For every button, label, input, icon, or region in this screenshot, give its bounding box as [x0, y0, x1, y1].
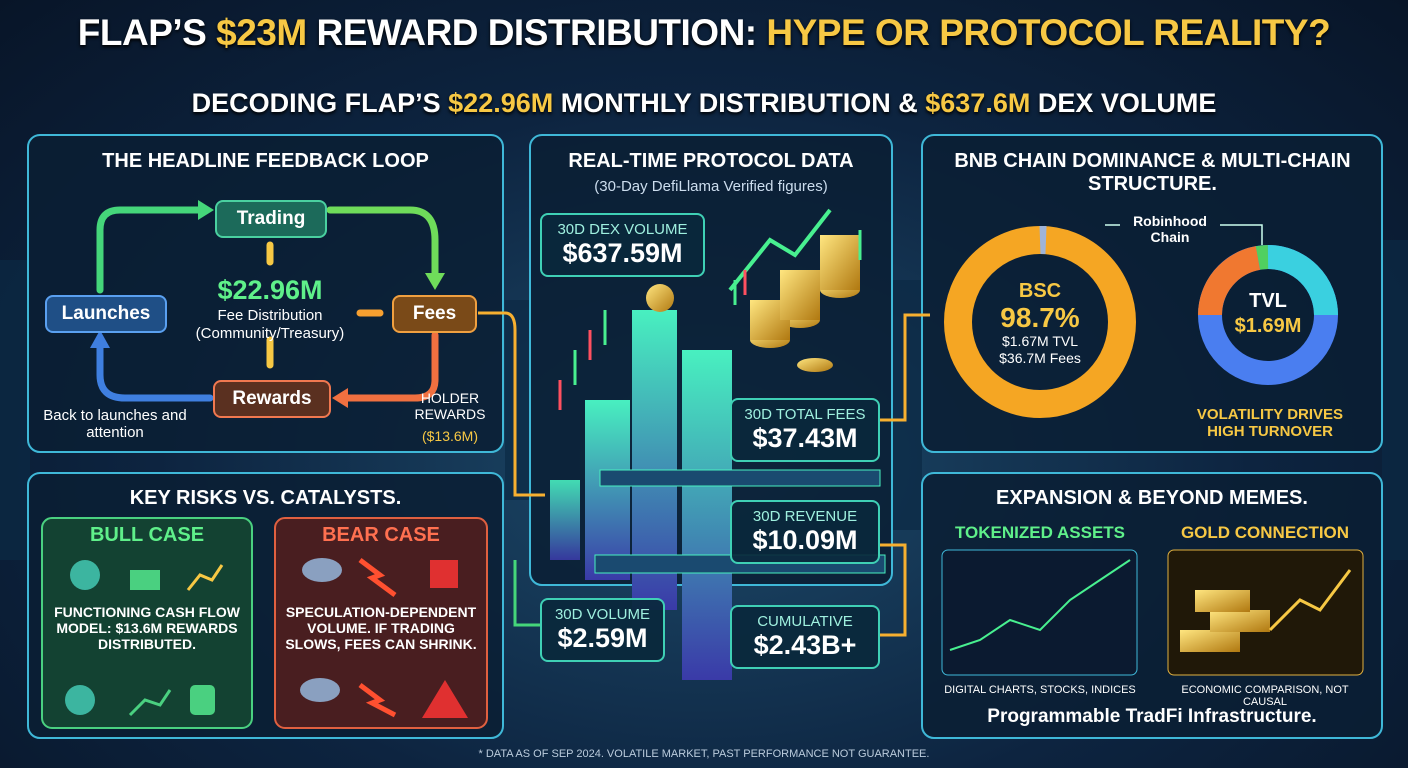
subtitle-part: DEX VOLUME	[1030, 88, 1217, 118]
bear-title: BEAR CASE	[322, 524, 440, 546]
metric-label: 30D REVENUE	[752, 508, 858, 525]
back-note: Back to launches and attention	[43, 407, 187, 441]
metric-box: CUMULATIVE $2.43B+	[730, 605, 880, 669]
bsc-share: 98.7%	[1000, 302, 1080, 333]
holder-label: HOLDER REWARDS	[414, 390, 486, 422]
robinhood-label: Robinhood Chain	[1133, 213, 1207, 245]
panel-title: REAL-TIME PROTOCOL DATA	[568, 150, 854, 172]
skyline	[0, 240, 1408, 560]
metric-box: 30D VOLUME $2.59M	[540, 598, 665, 662]
chain-note: VOLATILITY DRIVES HIGH TURNOVER	[1196, 406, 1344, 440]
chart-image	[941, 549, 1138, 676]
title-part: FLAP’S	[77, 12, 217, 53]
expansion-footer: Programmable TradFi Infrastructure.	[987, 706, 1317, 727]
metric-label: 30D TOTAL FEES	[744, 406, 866, 423]
metric-box: 30D REVENUE $10.09M	[730, 500, 880, 564]
loop-node: Rewards	[213, 380, 331, 418]
title: FLAP’S $23M REWARD DISTRIBUTION: HYPE OR…	[0, 12, 1408, 54]
bear-text: SPECULATION-DEPENDENT VOLUME. IF TRADING…	[285, 604, 477, 652]
panel-title: KEY RISKS VS. CATALYSTS.	[129, 487, 402, 509]
metric-value: $2.43B+	[753, 630, 857, 660]
tower	[550, 208, 886, 680]
gold-caption: ECONOMIC COMPARISON, NOT CAUSAL	[1181, 684, 1349, 708]
tvl-label: TVL	[1249, 290, 1287, 312]
metric-label: 30D DEX VOLUME	[557, 221, 688, 238]
bsc-tvl: $1.67M TVL	[1001, 333, 1078, 349]
tvl-value: $1.69M	[1234, 315, 1302, 337]
metric-label: CUMULATIVE	[757, 613, 853, 630]
subtitle-part: $22.96M	[448, 88, 554, 118]
chart-image-line	[949, 559, 1131, 651]
donuts	[944, 224, 1338, 418]
title-part: REWARD DISTRIBUTION:	[306, 12, 767, 53]
bull-title: BULL CASE	[89, 524, 205, 546]
panel-subtitle: (30-Day DefiLlama Verified figures)	[594, 178, 828, 195]
subtitle-part: DECODING FLAP’S	[191, 88, 449, 118]
title-part: HYPE OR PROTOCOL REALITY?	[766, 12, 1331, 53]
metric-box: 30D DEX VOLUME $637.59M	[540, 213, 705, 277]
metric-label: 30D VOLUME	[554, 606, 651, 623]
tokenized-caption: DIGITAL CHARTS, STOCKS, INDICES	[944, 684, 1136, 696]
bsc-fees: $36.7M Fees	[999, 350, 1081, 366]
metric-box: 30D TOTAL FEES $37.43M	[730, 398, 880, 462]
loop-node: Launches	[45, 295, 167, 333]
metric-value: $10.09M	[752, 525, 858, 555]
panel-title: EXPANSION & BEYOND MEMES.	[996, 487, 1308, 509]
bsc-label: BSC	[1018, 280, 1062, 302]
gold-bars	[1180, 590, 1270, 652]
holder-value: ($13.6M)	[421, 428, 479, 444]
subtitle: DECODING FLAP’S $22.96M MONTHLY DISTRIBU…	[0, 88, 1408, 119]
title-part: $23M	[216, 12, 307, 53]
center-label: Fee Distribution	[217, 307, 323, 324]
case-icons	[65, 558, 468, 718]
loop-arrows	[96, 206, 439, 402]
metric-value: $2.59M	[557, 623, 648, 653]
center-sub: (Community/Treasury)	[195, 325, 345, 342]
metric-value: $37.43M	[752, 423, 858, 453]
center-value: $22.96M	[217, 275, 323, 305]
panel-title: BNB CHAIN DOMINANCE & MULTI-CHAIN STRUCT…	[954, 150, 1351, 195]
panel-title: THE HEADLINE FEEDBACK LOOP	[102, 150, 429, 172]
gold-trend	[1268, 569, 1352, 632]
subtitle-part: MONTHLY DISTRIBUTION &	[553, 88, 926, 118]
footnote: * DATA AS OF SEP 2024. VOLATILE MARKET, …	[478, 748, 930, 760]
gold-title: GOLD CONNECTION	[1180, 523, 1350, 542]
bull-text: FUNCTIONING CASH FLOW MODEL: $13.6M REWA…	[54, 604, 240, 652]
loop-node: Fees	[392, 295, 477, 333]
subtitle-part: $637.6M	[925, 88, 1031, 118]
arrow-heads	[90, 200, 445, 408]
connectors	[478, 311, 930, 637]
tokenized-title: TOKENIZED ASSETS	[954, 523, 1126, 542]
metric-value: $637.59M	[562, 238, 683, 268]
loop-node: Trading	[215, 200, 327, 238]
